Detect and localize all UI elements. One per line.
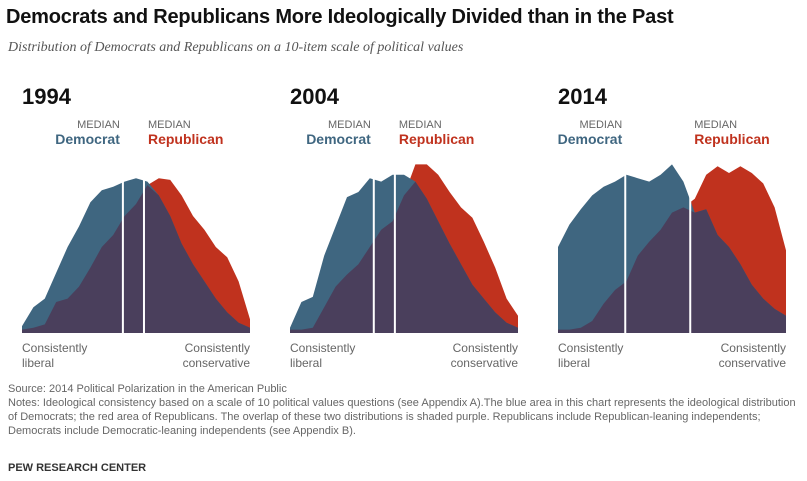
conservative-label: Consistently [721,341,786,355]
overlap-area [22,185,250,333]
median-label: MEDIAN [77,119,120,131]
overlap-area [558,207,786,333]
republican-label: Republican [148,131,223,147]
republican-label: Republican [694,131,769,147]
democrat-label: Democrat [306,131,371,147]
source-text: Source: 2014 Political Polarization in t… [8,383,287,395]
chart-title: Democrats and Republicans More Ideologic… [6,6,674,28]
liberal-label: liberal [22,356,54,370]
conservative-label: Consistently [453,341,518,355]
liberal-label: Consistently [22,341,87,355]
year-label: 2004 [290,84,340,109]
conservative-label: conservative [451,356,519,370]
notes-text: Notes: Ideological consistency based on … [8,397,796,437]
year-label: 1994 [22,84,72,109]
liberal-label: liberal [558,356,590,370]
brand-logo-text: PEW RESEARCH CENTER [8,462,147,474]
median-label: MEDIAN [148,119,191,131]
chart-subtitle: Distribution of Democrats and Republican… [8,40,464,55]
footer: Source: 2014 Political Polarization in t… [8,382,803,438]
median-label: MEDIAN [328,119,371,131]
conservative-label: conservative [719,356,787,370]
median-label: MEDIAN [579,119,622,131]
republican-label: Republican [399,131,474,147]
median-label: MEDIAN [399,119,442,131]
year-label: 2014 [558,84,608,109]
overlap-area [290,181,518,333]
democrat-label: Democrat [558,131,623,147]
liberal-label: Consistently [558,341,623,355]
liberal-label: Consistently [290,341,355,355]
conservative-label: Consistently [185,341,250,355]
conservative-label: conservative [183,356,251,370]
democrat-label: Democrat [55,131,120,147]
chart-panel-2014: 2014MEDIANDemocratMEDIANRepublicanConsis… [558,84,787,370]
chart-panel-1994: 1994MEDIANDemocratMEDIANRepublicanConsis… [22,84,250,370]
median-label: MEDIAN [694,119,737,131]
liberal-label: liberal [290,356,322,370]
chart-panel-2004: 2004MEDIANDemocratMEDIANRepublicanConsis… [290,84,518,370]
